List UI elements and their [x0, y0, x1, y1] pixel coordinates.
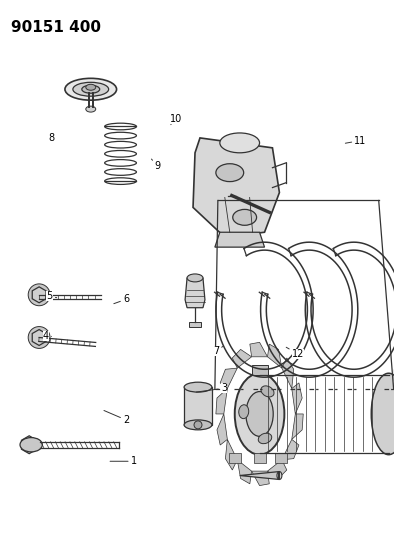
- Polygon shape: [282, 439, 299, 460]
- Polygon shape: [237, 460, 252, 484]
- Polygon shape: [216, 389, 228, 414]
- Polygon shape: [292, 414, 303, 439]
- Polygon shape: [250, 342, 267, 357]
- Text: 8: 8: [49, 133, 55, 143]
- Text: 4: 4: [43, 332, 52, 341]
- Bar: [184, 387, 212, 425]
- Text: 6: 6: [114, 294, 129, 304]
- Polygon shape: [32, 287, 46, 303]
- Text: 2: 2: [104, 410, 129, 425]
- Text: 10: 10: [170, 115, 182, 125]
- Circle shape: [28, 327, 50, 349]
- Polygon shape: [267, 460, 287, 479]
- Ellipse shape: [258, 433, 272, 443]
- Circle shape: [28, 284, 50, 306]
- Polygon shape: [32, 287, 46, 303]
- Ellipse shape: [216, 164, 244, 182]
- Ellipse shape: [246, 392, 273, 437]
- Ellipse shape: [86, 84, 96, 90]
- Ellipse shape: [371, 373, 395, 455]
- Text: 5: 5: [47, 291, 57, 301]
- Ellipse shape: [20, 438, 42, 452]
- Text: 90151 400: 90151 400: [11, 20, 102, 35]
- Polygon shape: [21, 436, 37, 454]
- Polygon shape: [193, 138, 279, 237]
- Text: 12: 12: [286, 348, 304, 359]
- Polygon shape: [226, 439, 237, 470]
- Bar: [229, 453, 241, 463]
- Polygon shape: [240, 472, 279, 480]
- Ellipse shape: [184, 420, 212, 430]
- Text: 7: 7: [213, 346, 223, 356]
- Polygon shape: [252, 471, 269, 486]
- Polygon shape: [232, 350, 252, 368]
- Ellipse shape: [233, 209, 257, 225]
- Polygon shape: [215, 232, 265, 247]
- Ellipse shape: [235, 373, 284, 455]
- Ellipse shape: [184, 382, 212, 392]
- Bar: [254, 453, 265, 463]
- Ellipse shape: [86, 106, 96, 112]
- Polygon shape: [217, 414, 228, 445]
- Polygon shape: [282, 358, 294, 389]
- Text: 3: 3: [196, 383, 227, 393]
- Bar: [252, 365, 267, 375]
- Text: 11: 11: [345, 135, 367, 146]
- Ellipse shape: [187, 274, 203, 282]
- Polygon shape: [185, 278, 205, 308]
- Polygon shape: [32, 329, 46, 345]
- Ellipse shape: [65, 78, 117, 100]
- Ellipse shape: [239, 405, 249, 418]
- Polygon shape: [32, 329, 46, 345]
- Bar: [275, 453, 288, 463]
- Ellipse shape: [73, 82, 109, 96]
- Polygon shape: [220, 368, 237, 389]
- Circle shape: [194, 421, 202, 429]
- Ellipse shape: [82, 85, 100, 93]
- Polygon shape: [292, 383, 302, 414]
- Ellipse shape: [261, 386, 274, 397]
- Text: 1: 1: [110, 456, 137, 466]
- Text: 9: 9: [151, 159, 160, 171]
- Polygon shape: [267, 344, 282, 368]
- Bar: [189, 321, 201, 327]
- Ellipse shape: [277, 472, 282, 480]
- Ellipse shape: [220, 133, 260, 153]
